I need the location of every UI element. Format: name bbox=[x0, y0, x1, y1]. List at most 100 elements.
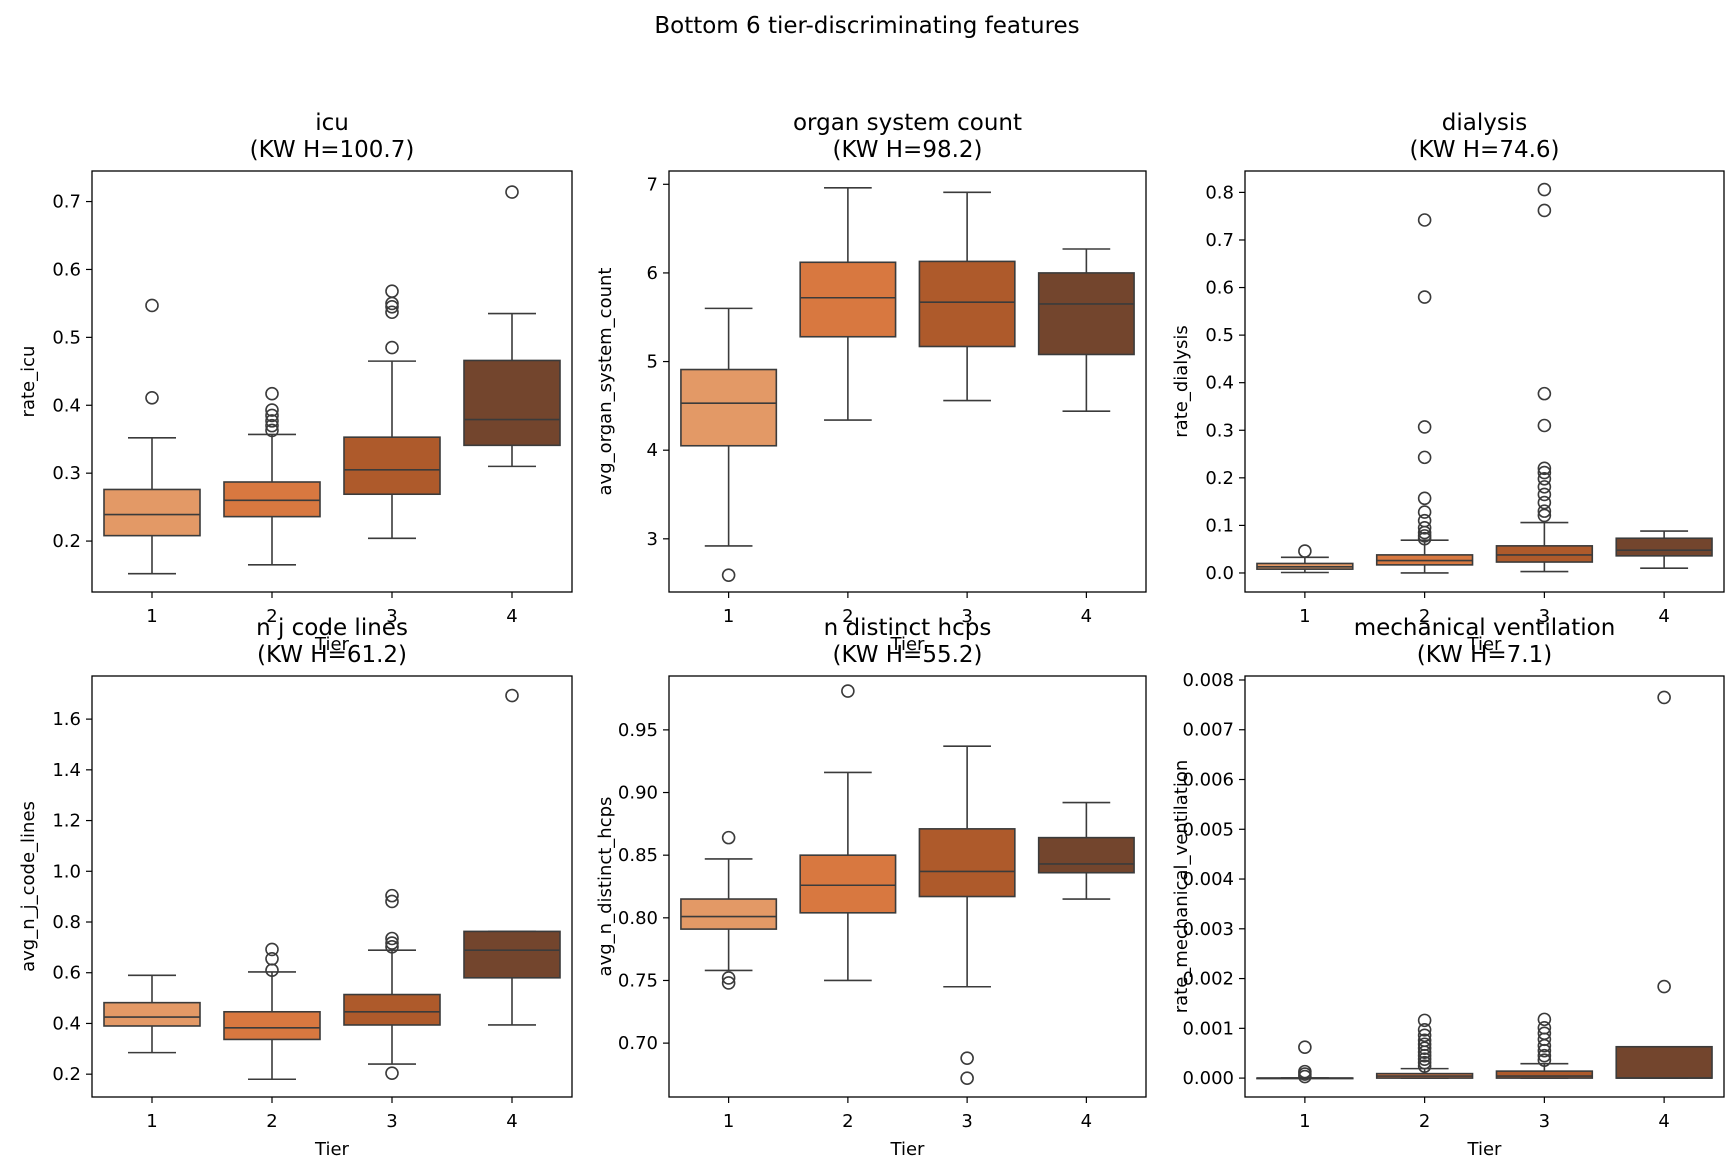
x-tick-label: 2 bbox=[1419, 606, 1430, 627]
outlier-point bbox=[1537, 182, 1552, 197]
outlier-point bbox=[385, 284, 399, 298]
box-tier-3 bbox=[918, 191, 1016, 402]
outlier-point bbox=[265, 942, 279, 957]
panel-2: organ system count(KW H=98.2) 3 4 5 6 7 1 2 3 4 Ti… bbox=[595, 110, 1147, 655]
axes-frame bbox=[1244, 675, 1725, 1098]
x-tick-label: 2 bbox=[266, 606, 277, 627]
box-tier-4 bbox=[463, 185, 561, 468]
outlier-point bbox=[145, 298, 159, 313]
outlier-point bbox=[1417, 529, 1432, 543]
box-tier-1 bbox=[680, 307, 778, 582]
outlier-point bbox=[385, 894, 399, 909]
y-tick-label: 0.007 bbox=[1182, 720, 1234, 741]
box-body bbox=[1495, 1070, 1594, 1079]
panel-subtitle: (KW H=61.2) bbox=[257, 642, 407, 668]
x-tick-label: 2 bbox=[1419, 1111, 1430, 1132]
y-tick-label: 0.006 bbox=[1182, 770, 1234, 791]
y-tick-label: 0.003 bbox=[1182, 919, 1234, 940]
outlier-point bbox=[1417, 520, 1432, 535]
outlier-point bbox=[1537, 495, 1552, 510]
y-tick-label: 0.7 bbox=[1205, 230, 1234, 251]
x-tick-label: 1 bbox=[1299, 1111, 1310, 1132]
outlier-point bbox=[385, 888, 399, 903]
y-axis-label: rate_icu bbox=[18, 346, 39, 418]
outlier-point bbox=[1417, 213, 1432, 227]
outlier-point bbox=[721, 971, 736, 985]
y-tick-label: 1.0 bbox=[52, 861, 81, 882]
outlier-point bbox=[1657, 979, 1671, 994]
x-tick-label: 2 bbox=[842, 1111, 853, 1132]
outlier-point bbox=[385, 931, 399, 946]
outlier-point bbox=[1417, 420, 1432, 434]
y-tick-label: 4 bbox=[647, 440, 658, 461]
y-tick-label: 5 bbox=[647, 352, 658, 373]
y-tick-label: 0.002 bbox=[1182, 969, 1234, 990]
outlier-point bbox=[1537, 465, 1552, 480]
outlier-point bbox=[1537, 487, 1552, 502]
box-tier-3 bbox=[918, 745, 1016, 1086]
outlier-point bbox=[385, 1066, 399, 1080]
box-tier-2 bbox=[799, 684, 897, 982]
box-body bbox=[103, 1001, 201, 1027]
y-tick-label: 0.5 bbox=[1205, 325, 1234, 346]
y-axis-label: avg_organ_system_count bbox=[595, 268, 616, 496]
outlier-point bbox=[1537, 1012, 1552, 1027]
panel-title: mechanical ventilation bbox=[1354, 615, 1616, 641]
outlier-point bbox=[505, 688, 519, 703]
outlier-point bbox=[960, 1051, 974, 1065]
box-tier-1 bbox=[103, 974, 201, 1054]
x-tick-label: 2 bbox=[266, 1111, 277, 1132]
box-body bbox=[1495, 545, 1594, 563]
x-tick-label: 4 bbox=[1081, 606, 1092, 627]
x-axis-label: Tier bbox=[314, 634, 350, 655]
y-tick-label: 0.90 bbox=[618, 783, 658, 804]
outlier-point bbox=[1537, 418, 1552, 433]
box-tier-2 bbox=[799, 187, 897, 421]
y-tick-label: 0.7 bbox=[52, 192, 81, 213]
y-tick-label: 0.2 bbox=[52, 1064, 81, 1085]
outlier-point bbox=[960, 1071, 974, 1086]
outlier-point bbox=[1417, 1037, 1432, 1052]
x-tick-label: 1 bbox=[1299, 606, 1310, 627]
outlier-point bbox=[385, 300, 399, 314]
x-tick-label: 4 bbox=[506, 606, 517, 627]
y-tick-label: 0.95 bbox=[618, 720, 658, 741]
y-tick-label: 1.4 bbox=[52, 760, 81, 781]
y-tick-label: 0.001 bbox=[1182, 1018, 1234, 1039]
x-tick-label: 2 bbox=[842, 606, 853, 627]
y-tick-label: 0.000 bbox=[1182, 1068, 1234, 1089]
box-tier-2 bbox=[223, 942, 321, 1081]
y-tick-label: 0.8 bbox=[1205, 182, 1234, 203]
panel-title: icu bbox=[315, 110, 349, 136]
outlier-point bbox=[1298, 1064, 1312, 1079]
outlier-point bbox=[1537, 508, 1552, 523]
y-tick-label: 0.5 bbox=[52, 327, 81, 348]
outlier-point bbox=[1417, 491, 1432, 506]
y-tick-label: 0.005 bbox=[1182, 819, 1234, 840]
outlier-point bbox=[1417, 1033, 1432, 1048]
outlier-point bbox=[505, 185, 519, 199]
outlier-point bbox=[265, 414, 279, 428]
box-body bbox=[223, 1010, 321, 1041]
outlier-point bbox=[1537, 1053, 1552, 1067]
box-tier-4 bbox=[1615, 530, 1713, 570]
x-tick-label: 1 bbox=[146, 1111, 157, 1132]
x-tick-label: 3 bbox=[1539, 1111, 1550, 1132]
outlier-point bbox=[1537, 480, 1552, 494]
panel-1: icu(KW H=100.7) 0.2 0.3 0.4 0.5 0.6 0.7 1 2 3 4 Tie… bbox=[18, 110, 573, 655]
box-body bbox=[223, 481, 321, 518]
y-tick-label: 7 bbox=[647, 174, 658, 195]
panel-subtitle: (KW H=74.6) bbox=[1409, 137, 1559, 163]
x-tick-label: 4 bbox=[1081, 1111, 1092, 1132]
axes-frame bbox=[91, 675, 573, 1098]
outlier-point bbox=[265, 403, 279, 417]
y-tick-label: 0.2 bbox=[1205, 468, 1234, 489]
y-tick-label: 0.3 bbox=[1205, 420, 1234, 441]
outlier-point bbox=[721, 830, 736, 845]
box-tier-4 bbox=[1037, 248, 1135, 412]
panel-title: n distinct hcps bbox=[824, 615, 992, 641]
x-tick-label: 4 bbox=[506, 1111, 517, 1132]
panel-subtitle: (KW H=100.7) bbox=[250, 137, 415, 163]
x-axis-label: Tier bbox=[890, 1139, 926, 1160]
